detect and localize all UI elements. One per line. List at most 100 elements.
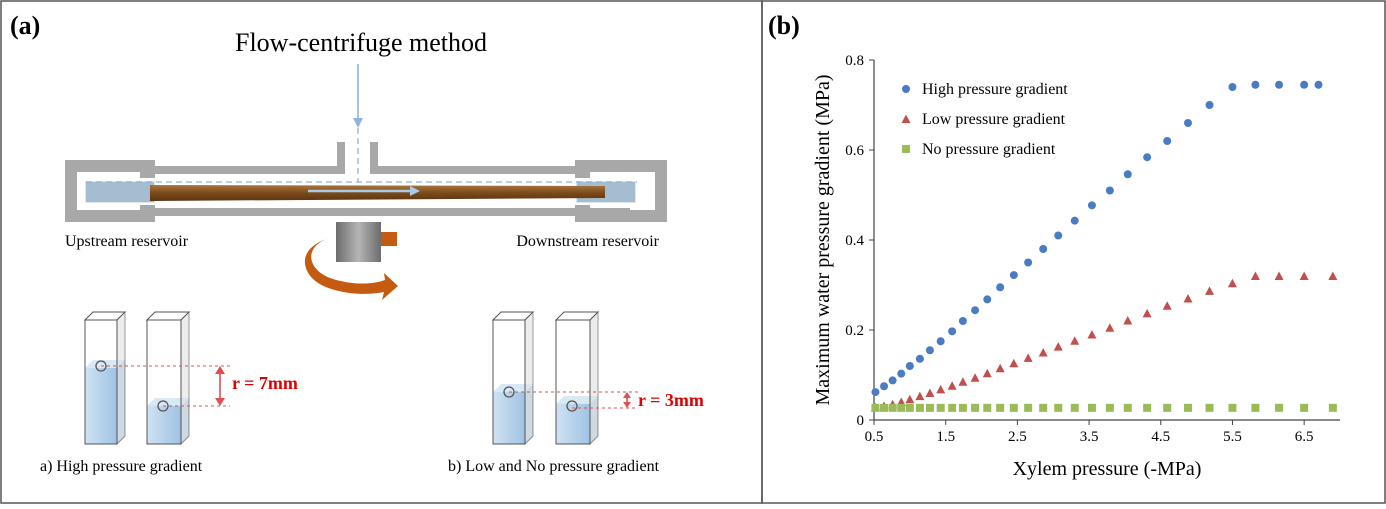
data-point (1143, 153, 1152, 162)
y-tick-label: 0.6 (845, 143, 864, 159)
legend-marker (902, 145, 910, 153)
data-point (1184, 403, 1193, 412)
data-point (1162, 301, 1172, 310)
data-point (936, 403, 945, 412)
data-point (1039, 245, 1048, 253)
data-point (1183, 294, 1193, 303)
bubble-marker (566, 400, 578, 412)
data-point (983, 295, 992, 304)
legend-label: High pressure gradient (922, 81, 1068, 98)
data-point (1087, 201, 1096, 210)
container-pair-low (491, 310, 638, 446)
data-point (1250, 271, 1260, 280)
legend-marker (901, 114, 911, 123)
data-point (1163, 137, 1172, 145)
data-point (948, 403, 957, 412)
data-point (1275, 403, 1284, 412)
data-point (1123, 170, 1132, 179)
data-point (948, 327, 957, 336)
data-point (915, 354, 924, 363)
scatter-chart: 0 0.2 0.4 0.6 0.8 0.5 1.5 2.5 3.5 4.5 5.5 6.5 Xylem … (812, 53, 1340, 480)
data-point (1070, 216, 1079, 225)
y-tick-label: 0.4 (845, 233, 864, 249)
data-point (995, 363, 1005, 373)
series-circle (871, 80, 1323, 397)
upstream-reservoir-label: Upstream reservoir (65, 233, 189, 250)
data-point (1251, 80, 1260, 89)
radius-label-high: r = 7mm (232, 373, 298, 393)
data-point (1228, 83, 1237, 91)
x-axis-label: Xylem pressure (-MPa) (1013, 458, 1202, 480)
data-point (1024, 258, 1033, 267)
y-tick-label: 0.2 (845, 323, 864, 339)
x-tick-label: 0.5 (865, 429, 884, 445)
x-tick-label: 3.5 (1080, 429, 1099, 445)
centrifuge-motor (336, 222, 397, 262)
data-point (1054, 403, 1063, 412)
data-point (1070, 403, 1079, 412)
data-point (1105, 403, 1114, 412)
data-point (1142, 308, 1152, 318)
data-point (1205, 286, 1215, 295)
data-point (1053, 342, 1063, 351)
data-point (905, 403, 914, 412)
data-point (1275, 80, 1284, 89)
data-point (1105, 323, 1115, 332)
data-point (971, 306, 980, 315)
data-point (1009, 271, 1018, 280)
data-point (982, 368, 992, 378)
data-point (1205, 101, 1214, 109)
data-point (897, 369, 906, 378)
data-point (871, 403, 880, 412)
y-tick-label: 0 (857, 413, 865, 429)
legend-label: Low pressure gradient (922, 111, 1066, 128)
inflow-arrow (353, 64, 363, 128)
data-point (1087, 403, 1096, 412)
stem-segment (150, 185, 605, 201)
data-point (1009, 358, 1019, 368)
data-point (1300, 403, 1309, 412)
data-point (1039, 403, 1048, 412)
data-point (996, 283, 1005, 292)
x-tick-label: 4.5 (1151, 429, 1170, 445)
data-point (915, 403, 924, 412)
data-point (1163, 403, 1172, 412)
data-point (970, 373, 980, 382)
y-tick-label: 0.8 (845, 53, 864, 69)
data-point (1251, 403, 1260, 412)
radius-label-low: r = 3mm (638, 390, 704, 410)
data-point (1054, 231, 1063, 240)
data-point (925, 388, 935, 397)
data-point (1123, 403, 1132, 412)
data-point (888, 376, 897, 385)
downstream-reservoir-label: Downstream reservoir (516, 233, 659, 250)
data-point (1314, 80, 1323, 89)
data-point (1070, 336, 1080, 345)
data-point (1087, 330, 1097, 339)
data-point (1105, 186, 1114, 195)
caption-low: b) Low and No pressure gradient (448, 458, 660, 475)
caption-high: a) High pressure gradient (40, 458, 203, 475)
data-point (936, 384, 946, 394)
x-tick-label: 5.5 (1223, 429, 1242, 445)
container-pair-high (83, 310, 230, 446)
data-point (905, 394, 915, 404)
data-point (915, 391, 925, 401)
data-point (880, 403, 889, 412)
data-point (925, 346, 934, 355)
data-point (1228, 403, 1237, 412)
bubble-marker (503, 386, 515, 398)
bubble-marker (95, 360, 107, 372)
x-tick-label: 1.5 (936, 429, 955, 445)
rotation-arrow (304, 238, 398, 300)
data-point (983, 403, 992, 412)
data-point (1143, 403, 1152, 412)
data-point (1300, 80, 1309, 89)
series-triangle (870, 271, 1338, 412)
data-point (996, 403, 1005, 412)
y-axis-label: Maximum water pressure gradient (MPa) (812, 74, 834, 405)
data-point (936, 337, 945, 346)
data-point (1123, 316, 1133, 325)
data-point (1299, 271, 1309, 280)
data-point (1328, 271, 1338, 280)
